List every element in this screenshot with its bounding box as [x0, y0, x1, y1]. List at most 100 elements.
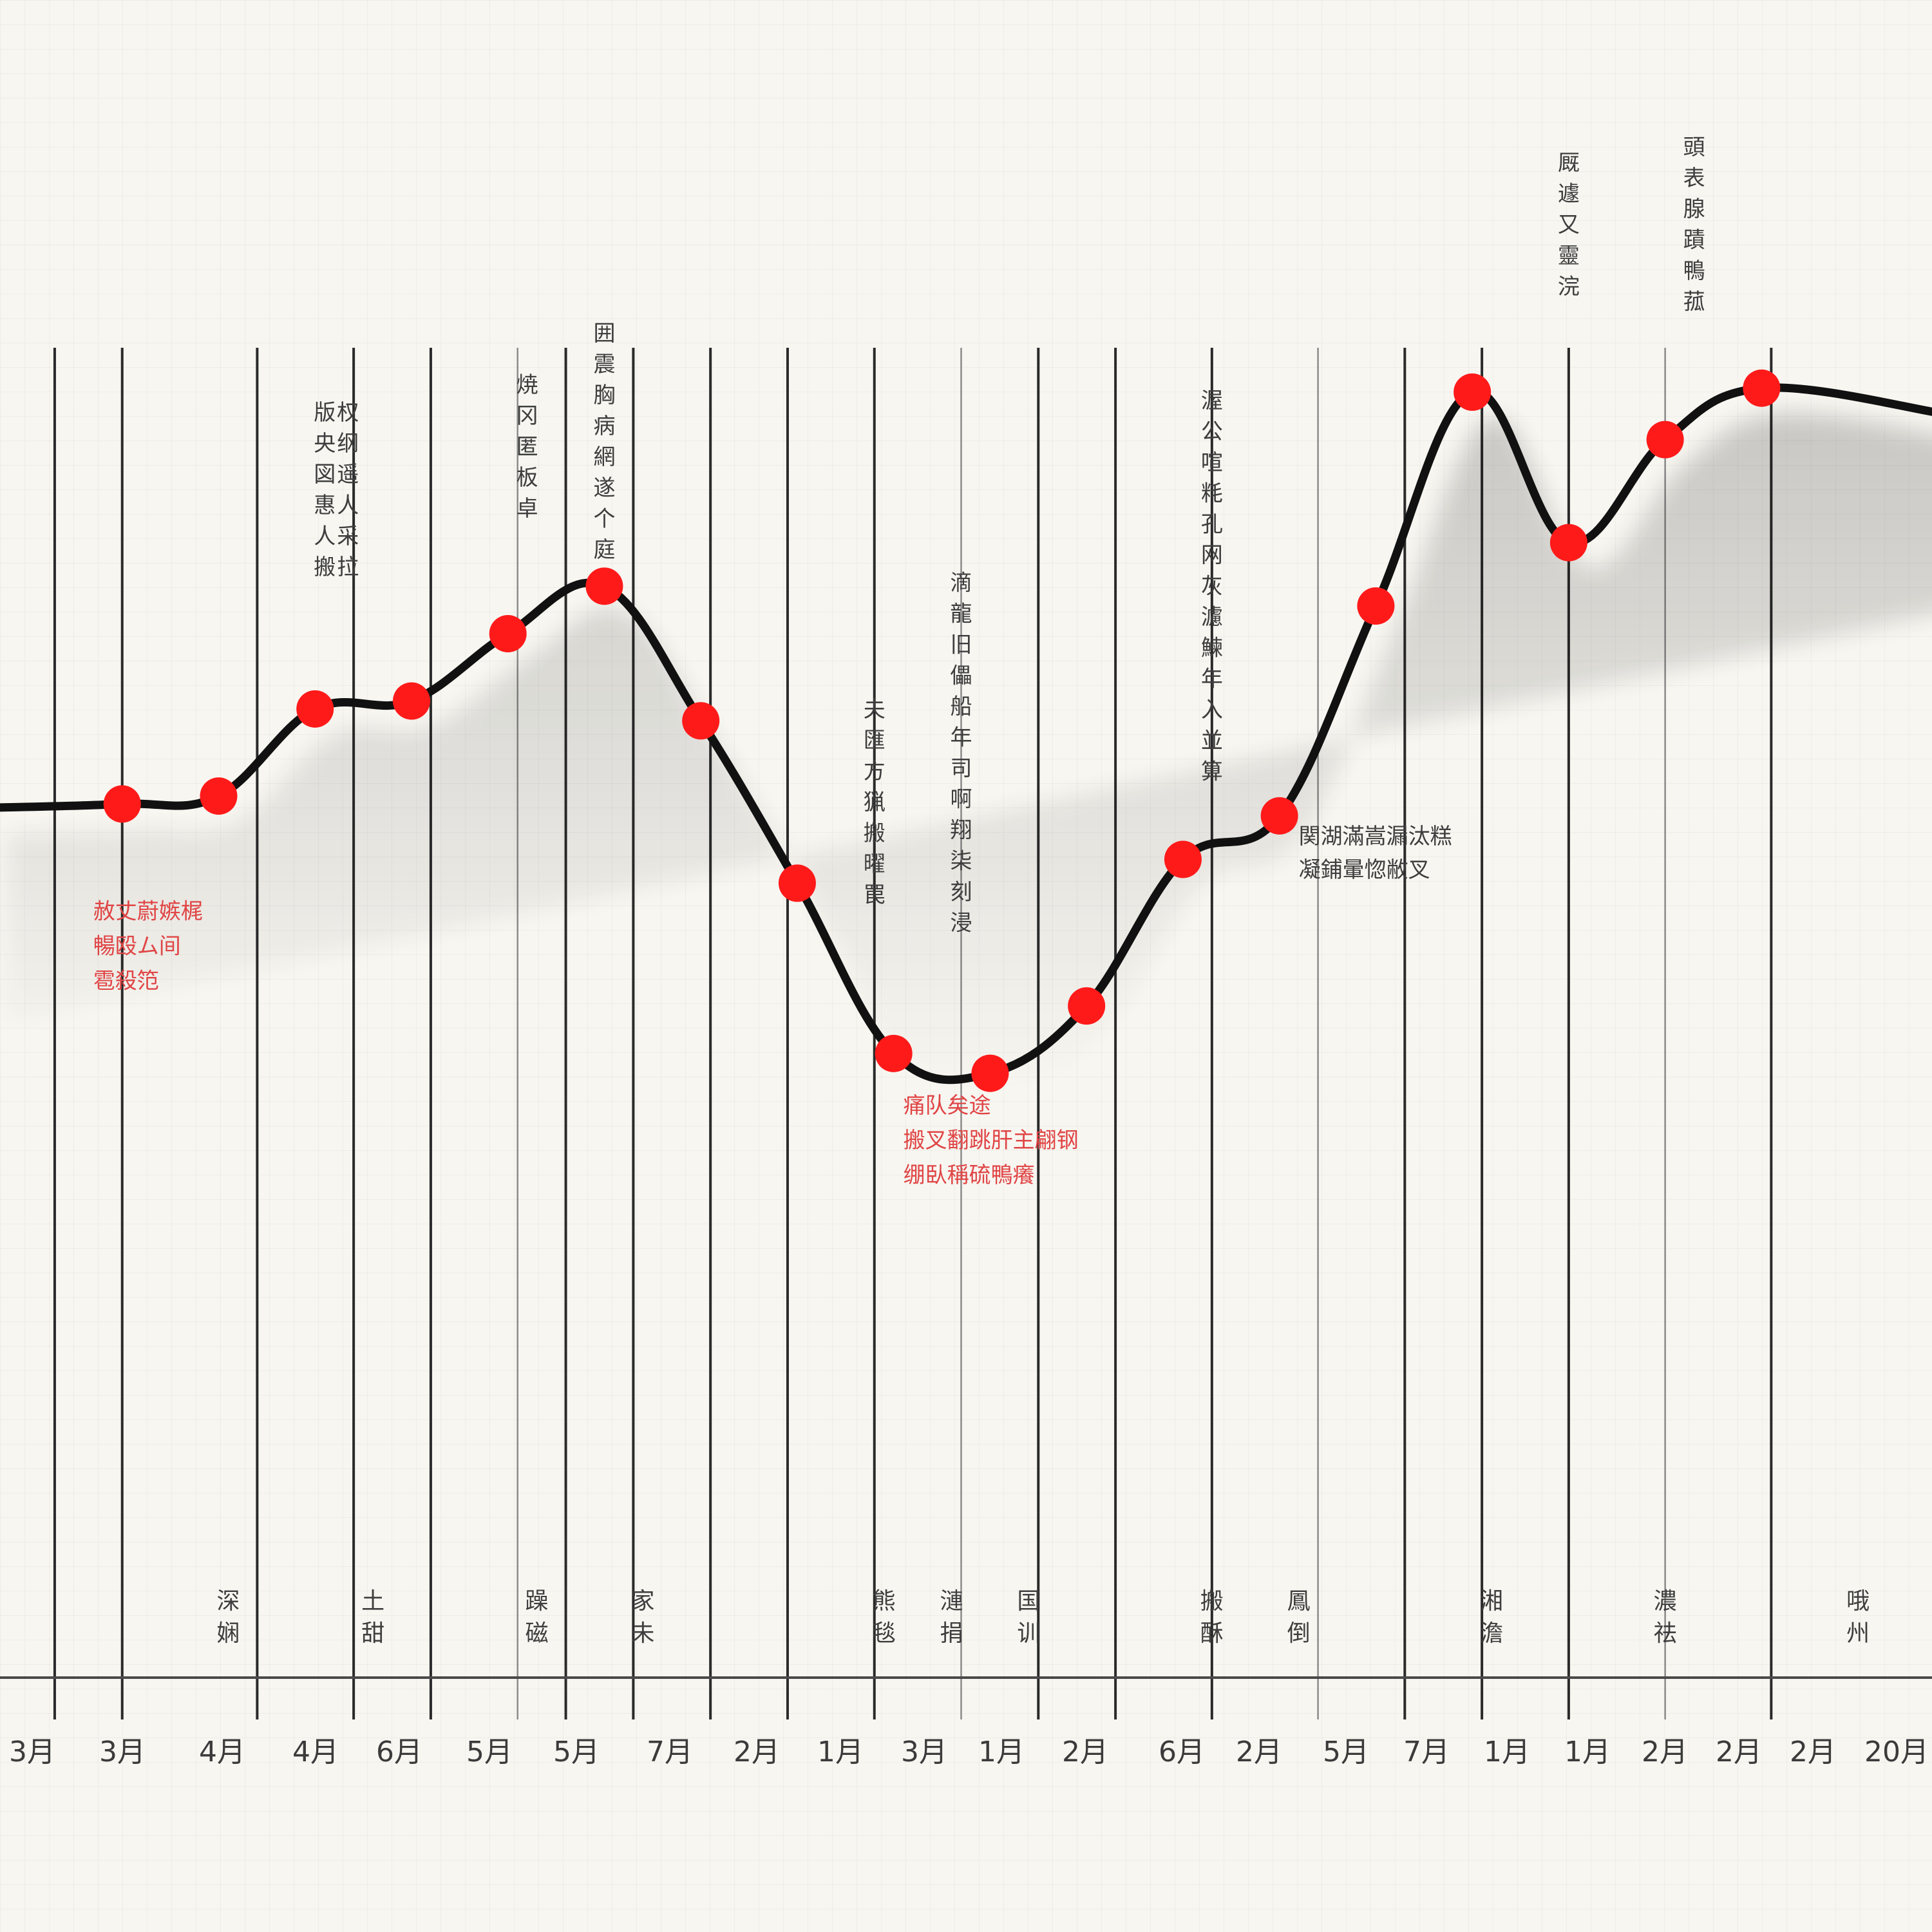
annotation-glyph: 表	[1683, 166, 1705, 191]
annotation-glyph: 权	[337, 400, 359, 426]
annotation-glyph: 年	[951, 724, 972, 750]
annotation-glyph: 病	[593, 413, 615, 439]
lower-label: 未	[631, 1620, 654, 1647]
red-annotation-line: 痛队矣途	[904, 1093, 991, 1119]
annotation-glyph: 采	[337, 524, 359, 549]
annotation-glyph: 拉	[337, 554, 359, 580]
x-tick-label: 5月	[553, 1736, 600, 1768]
lower-label: 祛	[1654, 1620, 1677, 1647]
data-point	[971, 1054, 1009, 1092]
annotation-glyph: 又	[1558, 213, 1580, 238]
annotation-glyph: 匿	[516, 434, 538, 460]
annotation-glyph: 灰	[1201, 573, 1223, 599]
lower-label: 国	[1017, 1588, 1040, 1615]
x-tick-label: 1月	[817, 1736, 864, 1768]
x-tick-label: 2月	[1790, 1736, 1836, 1768]
annotation-glyph: 焼	[516, 372, 538, 398]
annotation-glyph: 腺	[1683, 196, 1705, 222]
lower-label: 捐	[940, 1620, 963, 1647]
x-tick-label: 4月	[199, 1736, 245, 1768]
annotation-glyph: 啊	[951, 786, 972, 812]
annotation-glyph: 網	[593, 444, 615, 470]
lower-label: 毯	[873, 1620, 896, 1647]
data-point	[585, 567, 623, 605]
data-point	[1164, 840, 1202, 878]
annotation-glyph: 遽	[1558, 182, 1580, 207]
curve-shadow	[6, 413, 1932, 1106]
x-tick-label: 6月	[376, 1736, 422, 1768]
data-point	[1646, 421, 1684, 459]
lower-label: 磁	[526, 1620, 549, 1647]
annotation-glyph: 滴	[951, 570, 972, 596]
lower-label: 娴	[216, 1620, 240, 1647]
annotation-glyph: 並	[1201, 728, 1223, 753]
lower-label: 濃	[1654, 1588, 1677, 1615]
x-tick-label: 5月	[1323, 1736, 1369, 1768]
x-tick-label: 4月	[292, 1736, 339, 1768]
data-point	[1743, 369, 1781, 407]
annotation-glyph: 鴨	[1683, 258, 1705, 284]
annotation-glyph: 入	[1201, 697, 1223, 723]
data-point	[200, 777, 238, 815]
annotation-glyph: 版	[314, 400, 336, 426]
lower-label: 躁	[526, 1588, 549, 1615]
annotation-glyph: 庭	[593, 537, 615, 563]
lower-label: 鳳	[1287, 1588, 1311, 1615]
annotation-glyph: 浣	[1558, 274, 1580, 300]
annotation-glyph: 遂	[593, 475, 615, 501]
data-point	[296, 690, 334, 728]
x-tick-label: 7月	[1403, 1736, 1450, 1768]
annotation-glyph: 旧	[951, 632, 972, 658]
x-tick-label: 2月	[1642, 1736, 1688, 1768]
annotation-glyph: 刻	[951, 879, 972, 905]
data-point	[1549, 524, 1587, 562]
lower-label: 深	[216, 1588, 240, 1615]
annotation-glyph: 龍	[951, 601, 972, 627]
annotation-glyph: 搬	[314, 554, 336, 580]
annotation-glyph: 喧	[1201, 450, 1223, 475]
data-point	[1068, 987, 1106, 1025]
annotation-line: 関湖滿嵩漏汰糕	[1299, 824, 1452, 849]
lower-label: 倒	[1287, 1620, 1311, 1647]
annotation-glyph: 人	[337, 493, 359, 518]
annotation-glyph: 濾	[1201, 604, 1223, 630]
annotation-glyph: 纲	[337, 431, 359, 457]
annotation-glyph: 靈	[1558, 243, 1580, 269]
annotation-glyph: 公	[1201, 419, 1223, 444]
annotation-glyph: 震	[593, 352, 615, 377]
lower-label: 甜	[361, 1620, 384, 1647]
data-point	[489, 615, 527, 652]
annotation-glyph: 厩	[1558, 151, 1580, 176]
lower-label: 州	[1846, 1620, 1870, 1647]
lower-label: 熊	[873, 1588, 896, 1615]
annotation-glyph: 菰	[1683, 289, 1705, 315]
data-points	[103, 369, 1781, 1092]
lower-label: 搬	[1200, 1588, 1224, 1615]
annotation-glyph: 冈	[516, 403, 538, 429]
x-tick-label: 1月	[978, 1736, 1025, 1768]
lower-label: 酥	[1200, 1620, 1224, 1647]
red-annotation-line: 雹殺笵	[93, 969, 159, 994]
x-tick-label: 2月	[1236, 1736, 1282, 1768]
annotation-glyph: 个	[593, 506, 615, 532]
x-tick-label: 3月	[901, 1736, 947, 1768]
annotation-glyph: 罠	[864, 882, 886, 908]
annotation-glyph: 方	[864, 759, 886, 784]
annotation-glyph: 曜	[864, 851, 886, 877]
lower-label: 训	[1017, 1620, 1040, 1647]
annotation-glyph: 遥	[337, 462, 359, 488]
lower-label: 土	[361, 1588, 384, 1615]
data-point	[1357, 587, 1395, 625]
annotation-glyph: 粍	[1201, 480, 1223, 506]
annotation-glyph: 囲	[593, 321, 615, 346]
data-point	[682, 702, 720, 740]
lower-label: 澹	[1480, 1620, 1503, 1647]
annotation-glyph: 年	[1201, 666, 1223, 692]
annotation-glyph: 匯	[864, 728, 886, 753]
annotation-glyph: 図	[314, 462, 336, 488]
red-annotation-line: 绷臥稱硫鴨癢	[904, 1162, 1035, 1188]
x-tick-label: 6月	[1159, 1736, 1205, 1768]
